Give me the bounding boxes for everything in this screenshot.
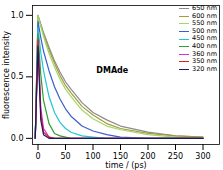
svg-text:50: 50: [60, 152, 70, 161]
html-text:450 nm: 450 nm: [192, 34, 217, 43]
svg-text:0.5: 0.5: [11, 72, 24, 81]
html-text:600 nm: 600 nm: [192, 11, 217, 20]
svg-text:time / (ps): time / (ps): [105, 161, 146, 170]
svg-text:200: 200: [140, 152, 156, 162]
html-text:360 nm: 360 nm: [192, 49, 217, 58]
html-text:550 nm: 550 nm: [192, 19, 217, 28]
svg-text:fluorescence intensity: fluorescence intensity: [2, 31, 11, 119]
svg-text:150: 150: [112, 152, 129, 162]
html-text:650 nm: 650 nm: [192, 4, 217, 12]
svg-text:100: 100: [85, 152, 100, 161]
html-text:350 nm: 350 nm: [192, 57, 217, 66]
svg-text:300: 300: [195, 152, 210, 161]
svg-text:1.0: 1.0: [11, 11, 24, 20]
svg-text:DMAde: DMAde: [96, 66, 129, 75]
html-text:320 nm: 320 nm: [192, 64, 217, 73]
html-text:500 nm: 500 nm: [192, 26, 217, 35]
svg-text:250: 250: [168, 152, 183, 161]
svg-text:0.0: 0.0: [11, 134, 24, 143]
html-text:400 nm: 400 nm: [192, 42, 217, 50]
svg-text:0: 0: [35, 152, 40, 161]
